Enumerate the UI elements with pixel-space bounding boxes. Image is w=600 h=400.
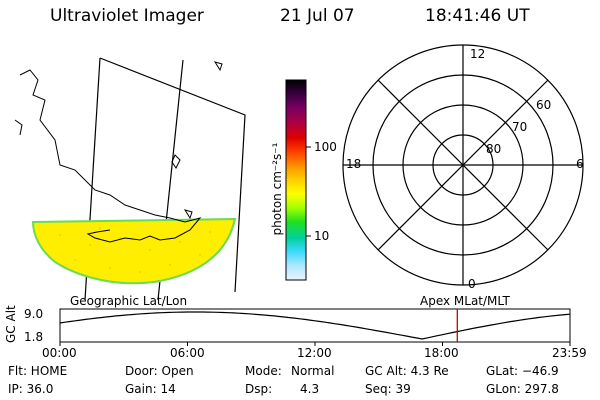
- aurora-oval: [31, 217, 237, 285]
- mlt-label-18: 18: [346, 157, 362, 171]
- polar-plot: [342, 44, 584, 286]
- geographic-map: [14, 57, 246, 301]
- x-tick-label: 00:00: [42, 346, 77, 360]
- gc-altitude: GC Alt: 4.3 Re: [365, 364, 449, 378]
- mlt-label-0: 0: [468, 277, 476, 291]
- latitude-line: [99, 57, 246, 293]
- colorbar-gradient: [285, 79, 307, 281]
- x-tick-label: 18:00: [424, 346, 459, 360]
- y-tick-label: 1.8: [24, 330, 44, 344]
- lat-label-80: 80: [486, 142, 502, 156]
- mode-label: Mode:: [245, 364, 282, 378]
- lat-label-60: 60: [536, 98, 552, 112]
- date-label: 21 Jul 07: [280, 6, 355, 26]
- colorbar-label: photon cm⁻²s⁻¹: [270, 142, 284, 236]
- geo-latitude: GLat: −46.9: [486, 364, 559, 378]
- dsp-label: Dsp:: [245, 382, 273, 396]
- polar-diagonal: [377, 79, 549, 251]
- time-label: 18:41:46 UT: [425, 6, 530, 26]
- gain-value: Gain: 14: [125, 382, 176, 396]
- altitude-timeline: [59, 308, 571, 346]
- mlt-label-12: 12: [470, 47, 486, 61]
- coastline: [19, 69, 202, 243]
- colorbar: [285, 79, 311, 281]
- lat-label-70: 70: [512, 120, 528, 134]
- colorbar-tick-label: 100: [314, 140, 337, 154]
- mlt-label-6: 6: [576, 157, 584, 171]
- x-tick-label: 06:00: [170, 346, 205, 360]
- island: [171, 154, 181, 169]
- y-tick-label: 9.0: [24, 307, 44, 321]
- sequence-number: Seq: 39: [365, 382, 411, 396]
- x-tick-label: 23:59: [552, 346, 587, 360]
- coastline: [14, 119, 23, 136]
- ip-value: IP: 36.0: [8, 382, 54, 396]
- altitude-curve: [59, 311, 571, 340]
- geographic-label: Geographic Lat/Lon: [70, 294, 188, 308]
- oval-texture: [59, 227, 211, 273]
- dsp-value: 4.3: [300, 382, 320, 396]
- flight-status: Flt: HOME: [8, 364, 68, 378]
- geo-longitude: GLon: 297.8: [486, 382, 559, 396]
- colorbar-tick-label: 10: [314, 229, 330, 243]
- mode-value: Normal: [291, 364, 335, 378]
- apex-label: Apex MLat/MLT: [420, 294, 510, 308]
- x-tick-label: 12:00: [297, 346, 332, 360]
- island: [183, 209, 193, 220]
- app-title: Ultraviolet Imager: [50, 6, 204, 26]
- timeline-ylabel: GC Alt: [4, 305, 18, 343]
- island: [213, 61, 223, 72]
- door-status: Door: Open: [125, 364, 194, 378]
